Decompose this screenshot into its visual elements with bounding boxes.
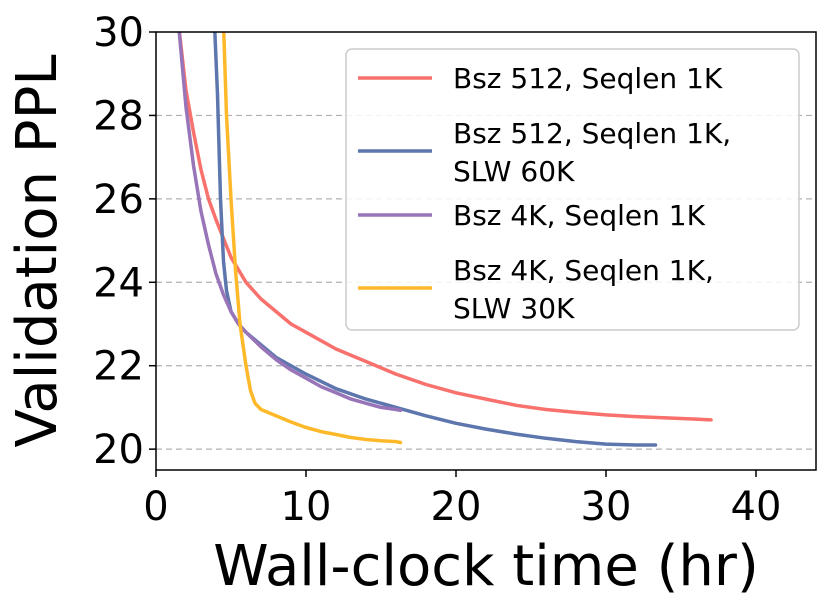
legend: Bsz 512, Seqlen 1K Bsz 512, Seqlen 1K, SLW…	[345, 48, 800, 331]
x-tick-label: 0	[143, 484, 168, 530]
y-tick-label: 30	[93, 10, 144, 56]
y-axis-title: Validation PPL	[5, 54, 70, 447]
legend-label-1: Bsz 512, Seqlen 1K	[453, 62, 723, 95]
x-tick-label: 20	[431, 484, 482, 530]
y-axis-ticks: 20 22 24 26 28 30	[93, 10, 156, 473]
x-tick-label: 10	[281, 484, 332, 530]
legend-label-4: SLW 30K	[453, 292, 575, 325]
y-tick-label: 26	[93, 177, 144, 223]
y-tick-label: 28	[93, 93, 144, 139]
series-line-4	[222, 32, 403, 445]
legend-label-2: Bsz 512, Seqlen 1K,	[453, 117, 731, 150]
x-tick-label: 30	[581, 484, 632, 530]
legend-label-3: Bsz 4K, Seqlen 1K	[453, 199, 706, 232]
x-tick-label: 40	[731, 484, 782, 530]
legend-label-2: SLW 60K	[453, 155, 575, 188]
x-axis-ticks: 0 10 20 30 40	[143, 470, 781, 530]
y-tick-label: 20	[93, 427, 144, 473]
plot-frame	[155, 31, 817, 471]
series-line-3	[177, 32, 403, 413]
legend-box	[345, 48, 800, 331]
series-lines	[177, 32, 713, 447]
y-tick-label: 24	[93, 260, 144, 306]
x-axis-title: Wall-clock time (hr)	[213, 534, 759, 599]
series-line-1	[177, 32, 713, 422]
series-line-2	[213, 32, 658, 447]
legend-label-4: Bsz 4K, Seqlen 1K,	[453, 254, 714, 287]
y-tick-label: 22	[93, 344, 144, 390]
